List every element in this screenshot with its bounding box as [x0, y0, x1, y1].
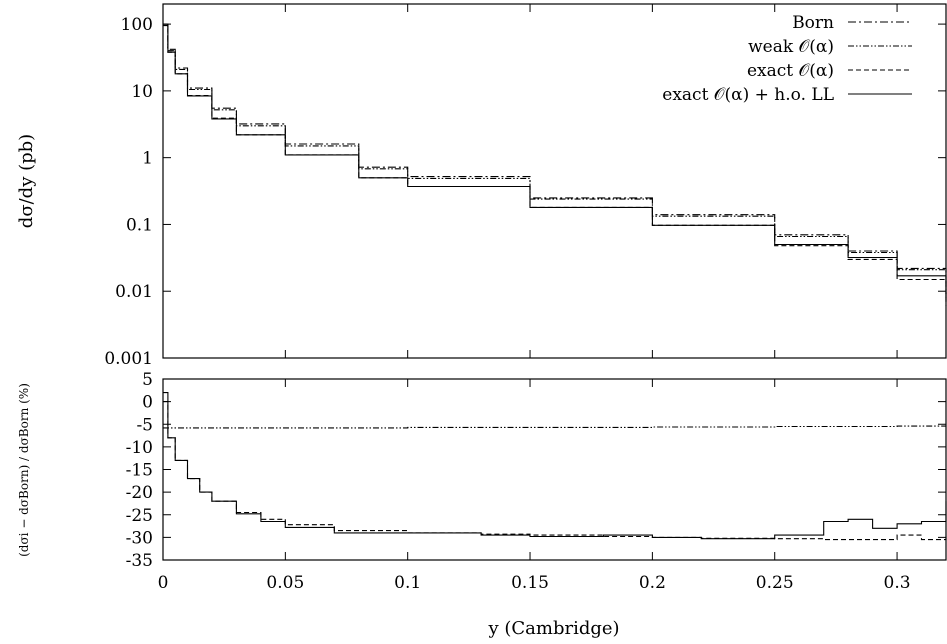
bottom-y-tick-label: -10	[126, 438, 153, 458]
bottom-y-tick-label: 0	[142, 393, 153, 413]
bottom-x-ticks: 0 0.05 0.1 0.15 0.2 0.25 0.3	[158, 379, 911, 593]
top-series	[163, 23, 947, 306]
bottom-y-tick-label: 5	[142, 370, 153, 390]
bottom-series	[163, 392, 947, 541]
top-y-tick-label: 100	[121, 15, 153, 35]
top-y-tick-label: 0.01	[115, 282, 153, 302]
bottom-y-tick-label: -25	[126, 506, 153, 526]
legend-label: weak 𝒪(α)	[748, 37, 834, 57]
top-y-tick-label: 0.001	[104, 349, 153, 369]
top-y-tick-label: 1	[142, 149, 153, 169]
bottom-y-tick-label: -5	[136, 415, 153, 435]
x-axis-label: y (Cambridge)	[487, 618, 619, 639]
top-y-ticks: 100 10 1 0.1 0.01 0.001	[104, 4, 946, 369]
top-y-tick-label: 10	[131, 82, 153, 102]
bottom-series-line-1	[163, 401, 947, 541]
legend-label: Born	[792, 13, 834, 33]
bottom-series-line-0	[163, 425, 946, 429]
bottom-plot-frame	[162, 378, 947, 561]
x-tick-label: 0.15	[511, 573, 549, 593]
bottom-y-tick-label: -20	[126, 483, 153, 503]
top-series-line-3	[163, 23, 947, 302]
x-tick-label: 0	[158, 573, 169, 593]
legend-label: exact 𝒪(α) + h.o. LL	[662, 85, 834, 105]
legend-label: exact 𝒪(α)	[747, 61, 834, 81]
x-tick-label: 0.3	[884, 573, 911, 593]
top-plot-frame	[162, 3, 947, 359]
bottom-series-line-2	[163, 392, 947, 540]
x-tick-label: 0.1	[394, 573, 421, 593]
x-tick-label: 0.25	[756, 573, 794, 593]
bottom-y-tick-label: -35	[126, 551, 153, 571]
x-tick-label: 0.2	[639, 573, 666, 593]
top-y-tick-label: 0.1	[126, 215, 153, 235]
top-panel: 100 10 1 0.1 0.01 0.001 dσ/dy (pb) Born weak 𝒪…	[16, 3, 947, 369]
top-y-axis-label: dσ/dy (pb)	[16, 134, 37, 228]
bottom-y-tick-label: -15	[126, 461, 153, 481]
bottom-y-ticks: 5 0-5 -10 -15-20 -25-30 -35	[126, 370, 946, 571]
bottom-y-tick-label: -30	[126, 528, 153, 548]
x-tick-label: 0.05	[266, 573, 304, 593]
bottom-y-axis-label: (dσi − dσBorn) / dσBorn (%)	[17, 383, 31, 557]
bottom-panel: 50-5-10-15-20-25-30-35 0 0.05 0.1 0.15 0.2 0.…	[17, 370, 947, 639]
legend: Born weak 𝒪(α) exact 𝒪(α) exact 𝒪(α) + h.o.…	[662, 13, 912, 105]
